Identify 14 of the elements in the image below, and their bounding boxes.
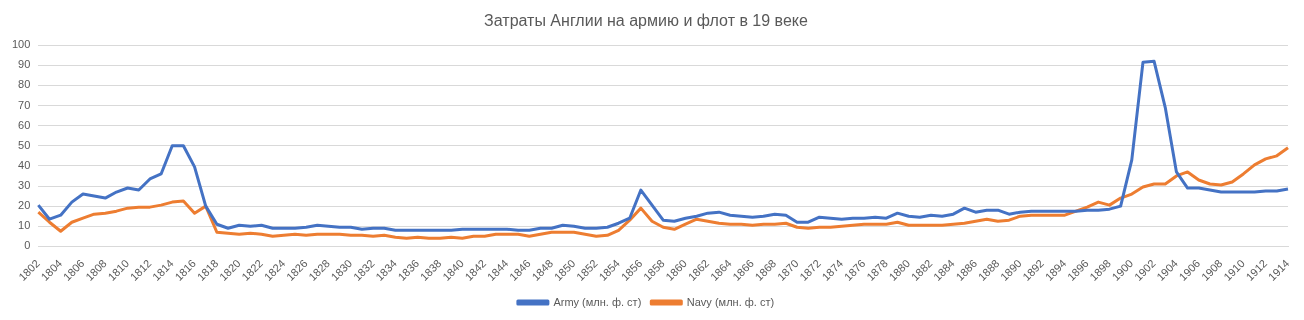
chart-title: Затраты Англии на армию и флот в 19 веке xyxy=(484,12,808,30)
y-tick-label: 80 xyxy=(18,78,31,91)
legend-label: Navy (млн. ф. ст) xyxy=(686,295,775,308)
y-tick-label: 40 xyxy=(18,158,31,171)
y-tick-label: 60 xyxy=(18,118,31,131)
y-tick-label: 70 xyxy=(18,98,31,111)
y-tick-label: 50 xyxy=(18,138,31,151)
y-tick-label: 10 xyxy=(18,219,31,232)
y-tick-label: 30 xyxy=(18,179,31,192)
legend-label: Army (млн. ф. ст) xyxy=(553,295,642,308)
y-tick-label: 90 xyxy=(18,58,31,71)
y-tick-label: 100 xyxy=(11,38,31,51)
y-tick-label: 0 xyxy=(24,239,31,252)
y-tick-label: 20 xyxy=(18,199,31,212)
